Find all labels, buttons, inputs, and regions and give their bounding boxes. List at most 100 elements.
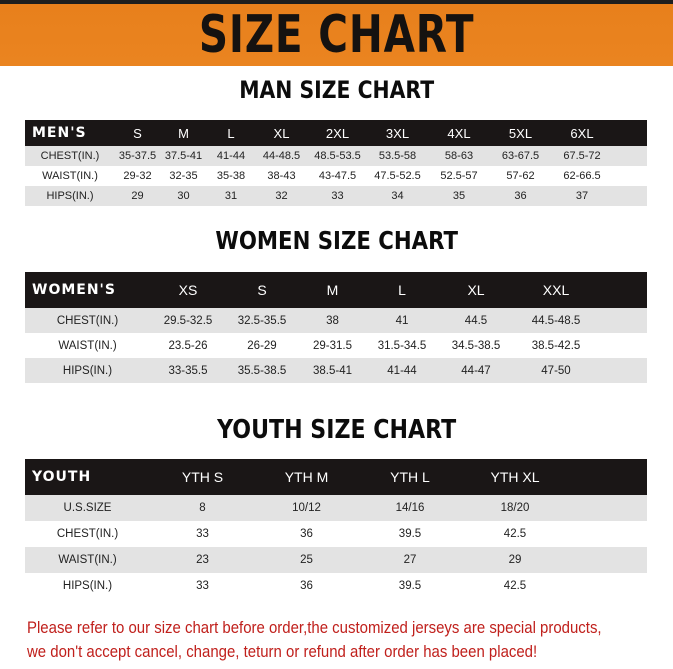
measurement-cell: 44-48.5 — [262, 150, 301, 162]
measurement-cell: 67.5-72 — [563, 150, 601, 162]
row-label-cell: CHEST(IN.) — [56, 314, 119, 327]
measurement-cell: 30 — [177, 190, 190, 202]
measurement-cell: 32-35 — [169, 170, 198, 182]
measurement-cell: 41-44 — [387, 364, 417, 377]
measurement-cell: 47.5-52.5 — [374, 170, 421, 182]
measurement-cell: 37 — [575, 190, 589, 202]
size-header-cell: M — [178, 125, 189, 141]
measurement-cell: 33-35.5 — [168, 364, 208, 377]
banner-title: SIZE CHART — [198, 5, 475, 65]
measurement-cell: 35-37.5 — [118, 150, 157, 162]
table-row: U.S.SIZE 8 10/12 14/16 18/20 — [25, 495, 647, 521]
size-header-cell: XXL — [542, 282, 570, 298]
measurement-cell: 25 — [300, 554, 313, 566]
row-label-cell: WAIST(IN.) — [58, 554, 117, 566]
measurement-cell: 52.5-57 — [440, 170, 478, 182]
measurement-cell: 23.5-26 — [168, 339, 208, 352]
measurement-cell: 26-29 — [247, 339, 277, 352]
size-header-cell: M — [326, 282, 339, 298]
table-header-row: WOMEN'S XS S M L XL XXL — [25, 272, 647, 308]
measurement-cell: 18/20 — [500, 502, 530, 514]
table-title-cell: MEN'S — [32, 125, 87, 141]
women-size-table: WOMEN'S XS S M L XL XXL CHEST(IN.) 29.5-32.5 32.5… — [25, 272, 647, 383]
table-row: CHEST(IN.) 29.5-32.5 32.5-35.5 38 41 44.5 44.5… — [25, 308, 647, 333]
measurement-cell: 32 — [275, 190, 288, 202]
size-header-cell: S — [133, 125, 142, 141]
size-header-cell: YTH S — [181, 469, 224, 485]
table-row: HIPS(IN.) 29 30 31 32 33 34 35 36 37 — [25, 186, 647, 206]
row-label-cell: U.S.SIZE — [63, 502, 112, 514]
size-header-cell: 3XL — [385, 125, 410, 141]
youth-size-table: YOUTH YTH S YTH M YTH L YTH XL U.S.SIZE 8 10/12… — [25, 459, 647, 599]
table-row: WAIST(IN.) 29-32 32-35 35-38 38-43 43-47.5 47.… — [25, 166, 647, 186]
table-row: CHEST(IN.) 33 36 39.5 42.5 — [25, 521, 647, 547]
footer-notice-line-2: we don't accept cancel, change, teturn o… — [27, 642, 538, 661]
size-header-cell: XS — [178, 282, 198, 298]
measurement-cell: 33 — [196, 580, 209, 592]
measurement-cell: 58-63 — [444, 150, 474, 162]
measurement-cell: 14/16 — [395, 502, 425, 514]
measurement-cell: 44-47 — [461, 364, 491, 377]
measurement-cell: 31 — [224, 190, 238, 202]
measurement-cell: 33 — [196, 528, 209, 540]
measurement-cell: 38.5-41 — [312, 364, 352, 377]
youth-chart-title: YOUTH SIZE CHART — [216, 415, 457, 445]
measurement-cell: 38-43 — [267, 170, 296, 182]
measurement-cell: 41-44 — [216, 150, 246, 162]
table-row: CHEST(IN.) 35-37.5 37.5-41 41-44 44-48.5 48.5… — [25, 146, 647, 166]
measurement-cell: 10/12 — [292, 502, 321, 514]
measurement-cell: 37.5-41 — [164, 150, 203, 162]
measurement-cell: 36 — [514, 190, 527, 202]
row-label-cell: HIPS(IN.) — [62, 364, 113, 377]
size-header-cell: YTH M — [284, 469, 329, 485]
measurement-cell: 29-31.5 — [312, 339, 352, 352]
size-header-cell: S — [257, 282, 267, 298]
measurement-cell: 31.5-34.5 — [377, 339, 427, 352]
measurement-cell: 35 — [452, 190, 466, 202]
measurement-cell: 29 — [131, 190, 144, 202]
measurement-cell: 42.5 — [503, 580, 527, 592]
measurement-cell: 29-32 — [123, 170, 152, 182]
measurement-cell: 44.5-48.5 — [531, 314, 581, 327]
measurement-cell: 39.5 — [398, 580, 422, 592]
measurement-cell: 34.5-38.5 — [451, 339, 501, 352]
measurement-cell: 33 — [331, 190, 344, 202]
measurement-cell: 29.5-32.5 — [163, 314, 213, 327]
measurement-cell: 36 — [300, 580, 313, 592]
measurement-cell: 35.5-38.5 — [237, 364, 287, 377]
measurement-cell: 43-47.5 — [318, 170, 357, 182]
size-header-cell: YTH L — [390, 469, 430, 485]
men-size-table: MEN'S S M L XL 2XL 3XL 4XL 5XL 6XL CHEST(IN.) 35-37… — [25, 120, 647, 206]
table-row: WAIST(IN.) 23.5-26 26-29 29-31.5 31.5-34.5 34… — [25, 333, 647, 358]
measurement-cell: 34 — [391, 190, 404, 202]
measurement-cell: 27 — [403, 554, 417, 566]
measurement-cell: 38.5-42.5 — [531, 339, 581, 352]
size-header-cell: L — [227, 125, 235, 141]
measurement-cell: 53.5-58 — [378, 150, 417, 162]
measurement-cell: 39.5 — [398, 528, 422, 540]
measurement-cell: 48.5-53.5 — [314, 150, 361, 162]
measurement-cell: 63-67.5 — [501, 150, 540, 162]
size-header-cell: 2XL — [325, 125, 350, 141]
measurement-cell: 29 — [508, 554, 522, 566]
measurement-cell: 32.5-35.5 — [237, 314, 287, 327]
table-title-cell: YOUTH — [32, 469, 92, 485]
size-header-cell: 5XL — [508, 125, 533, 141]
measurement-cell: 41 — [395, 314, 409, 327]
table-header-row: MEN'S S M L XL 2XL 3XL 4XL 5XL 6XL — [25, 120, 647, 146]
measurement-cell: 47-50 — [541, 364, 571, 377]
measurement-cell: 23 — [196, 554, 209, 566]
measurement-cell: 36 — [300, 528, 313, 540]
size-header-cell: 6XL — [570, 125, 594, 141]
measurement-cell: 62-66.5 — [563, 170, 601, 182]
size-header-cell: 4XL — [447, 125, 471, 141]
top-border — [0, 0, 673, 4]
row-label-cell: CHEST(IN.) — [56, 528, 119, 540]
table-header-row: YOUTH YTH S YTH M YTH L YTH XL — [25, 459, 647, 495]
row-label-cell: HIPS(IN.) — [46, 190, 94, 202]
size-header-cell: L — [398, 282, 406, 298]
size-header-cell: YTH XL — [490, 469, 540, 485]
women-chart-title: WOMEN SIZE CHART — [215, 226, 458, 255]
row-label-cell: CHEST(IN.) — [40, 150, 100, 162]
measurement-cell: 35-38 — [216, 170, 246, 182]
